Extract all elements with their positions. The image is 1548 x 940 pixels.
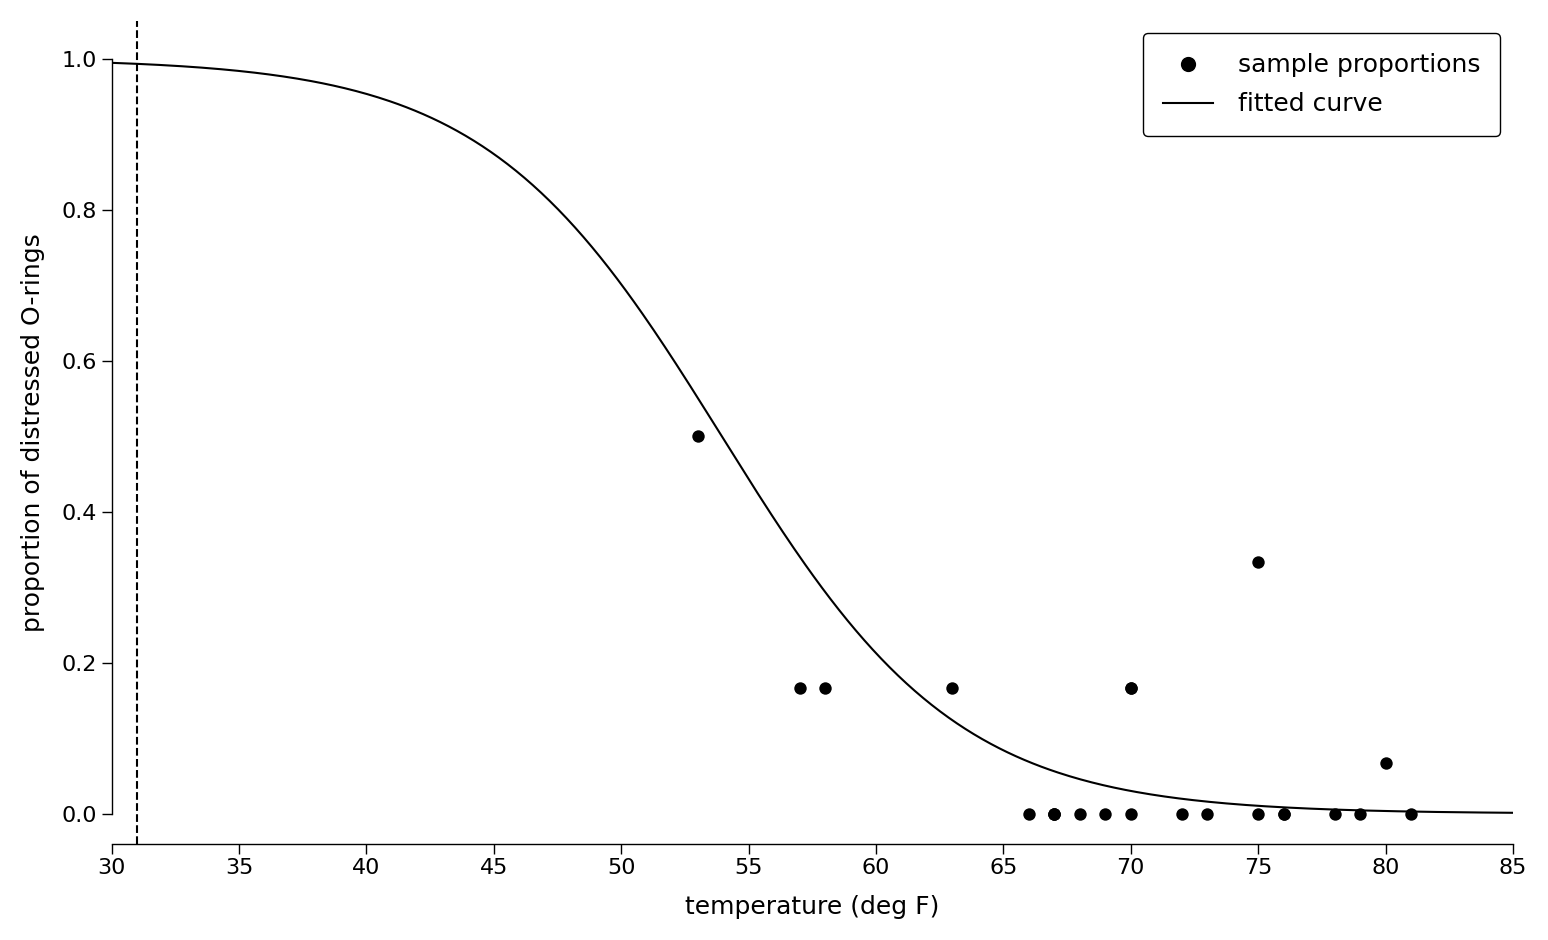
Point — [1348, 807, 1373, 822]
X-axis label: temperature (deg F): temperature (deg F) — [686, 895, 940, 919]
Point — [1042, 807, 1067, 822]
Point — [1068, 807, 1093, 822]
Point — [1399, 807, 1424, 822]
Point — [1271, 807, 1296, 822]
Point — [686, 429, 711, 444]
Legend: sample proportions, fitted curve: sample proportions, fitted curve — [1142, 33, 1500, 136]
Point — [1118, 681, 1142, 696]
Point — [1373, 756, 1398, 771]
Y-axis label: proportion of distressed O-rings: proportion of distressed O-rings — [20, 233, 45, 632]
Point — [786, 681, 811, 696]
Point — [1195, 807, 1220, 822]
Point — [1042, 807, 1067, 822]
Point — [1118, 681, 1142, 696]
Point — [1169, 807, 1194, 822]
Point — [1246, 555, 1271, 570]
Point — [1118, 807, 1142, 822]
Point — [1246, 807, 1271, 822]
Point — [813, 681, 837, 696]
Point — [940, 681, 964, 696]
Point — [1271, 807, 1296, 822]
Point — [1322, 807, 1347, 822]
Point — [1017, 807, 1042, 822]
Point — [1042, 807, 1067, 822]
Point — [1093, 807, 1118, 822]
